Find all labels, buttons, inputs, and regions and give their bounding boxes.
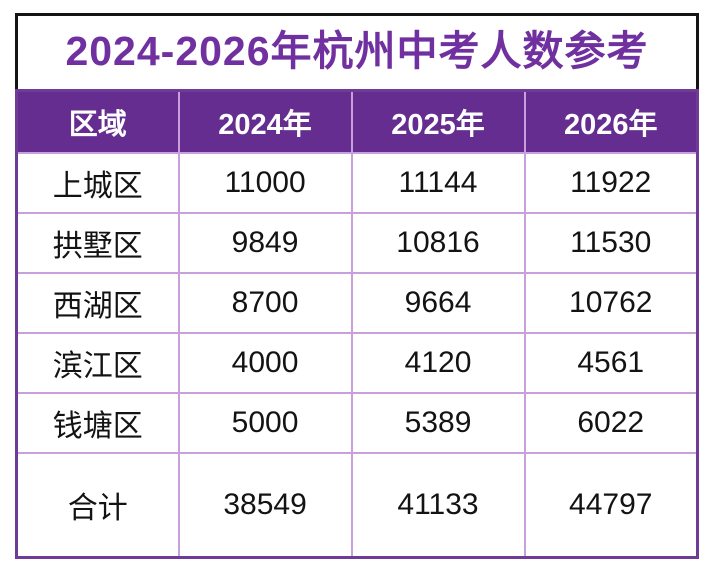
- header-region: 区域: [15, 89, 180, 154]
- cell-value: 11530: [523, 211, 699, 274]
- table-row: 拱墅区 9849 10816 11530: [15, 211, 699, 274]
- cell-value: 10762: [523, 271, 699, 334]
- table-row: 钱塘区 5000 5389 6022: [15, 391, 699, 454]
- header-row: 区域 2024年 2025年 2026年: [15, 89, 699, 154]
- cell-value: 11144: [350, 151, 526, 214]
- page-title: 2024-2026年杭州中考人数参考: [65, 28, 649, 74]
- cell-value: 11922: [523, 151, 699, 214]
- cell-total-label: 合计: [15, 451, 180, 559]
- cell-total-value: 44797: [523, 451, 699, 559]
- cell-value: 5389: [350, 391, 526, 454]
- cell-total-value: 38549: [177, 451, 353, 559]
- exam-numbers-table: 区域 2024年 2025年 2026年 上城区 11000 11144 119…: [15, 89, 699, 559]
- cell-value: 5000: [177, 391, 353, 454]
- cell-value: 6022: [523, 391, 699, 454]
- cell-region: 钱塘区: [15, 391, 180, 454]
- cell-value: 4120: [350, 331, 526, 394]
- cell-region: 滨江区: [15, 331, 180, 394]
- cell-value: 4561: [523, 331, 699, 394]
- header-year-2024: 2024年: [177, 89, 353, 154]
- header-year-2025: 2025年: [350, 89, 526, 154]
- cell-value: 9849: [177, 211, 353, 274]
- table-row: 西湖区 8700 9664 10762: [15, 271, 699, 334]
- cell-value: 10816: [350, 211, 526, 274]
- cell-total-value: 41133: [350, 451, 526, 559]
- cell-region: 西湖区: [15, 271, 180, 334]
- header-year-2026: 2026年: [523, 89, 699, 154]
- cell-value: 8700: [177, 271, 353, 334]
- cell-value: 9664: [350, 271, 526, 334]
- cell-value: 4000: [177, 331, 353, 394]
- cell-value: 11000: [177, 151, 353, 214]
- table-card: 2024-2026年杭州中考人数参考 区域 2024年 2025年 2026年 …: [15, 13, 699, 559]
- cell-region: 上城区: [15, 151, 180, 214]
- cell-region: 拱墅区: [15, 211, 180, 274]
- title-box: 2024-2026年杭州中考人数参考: [15, 13, 699, 89]
- table-row: 滨江区 4000 4120 4561: [15, 331, 699, 394]
- total-row: 合计 38549 41133 44797: [15, 451, 699, 559]
- table-row: 上城区 11000 11144 11922: [15, 151, 699, 214]
